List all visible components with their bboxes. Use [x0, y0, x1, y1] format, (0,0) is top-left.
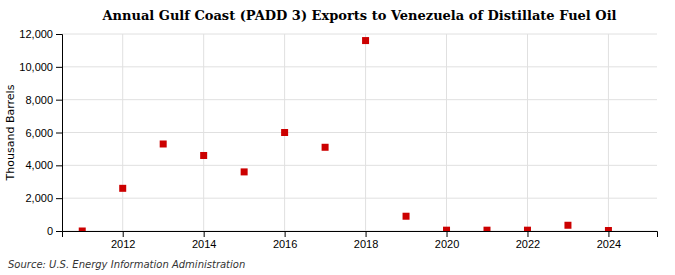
grid-line — [608, 34, 609, 231]
point — [160, 140, 167, 147]
tick: 6,000 — [25, 127, 62, 139]
tick-mark — [56, 198, 62, 199]
point — [322, 144, 329, 151]
axis-line — [56, 35, 63, 232]
tick: 2022 — [516, 231, 540, 250]
grid-line — [62, 165, 657, 166]
tick-mark — [56, 34, 62, 35]
tick-mark — [56, 231, 62, 232]
grid-line — [62, 99, 657, 100]
grid-line — [527, 34, 528, 231]
tick-label: 12,000 — [19, 28, 53, 40]
tick-label: 2022 — [516, 238, 540, 250]
grid-line — [62, 34, 657, 35]
point — [564, 222, 571, 229]
tick: 2,000 — [25, 192, 62, 204]
point — [443, 227, 450, 231]
tick-label: 2014 — [192, 238, 216, 250]
tick: 2012 — [111, 231, 135, 250]
point — [200, 152, 207, 159]
point — [281, 129, 288, 136]
tick: 2018 — [354, 231, 378, 250]
tick-mark — [204, 231, 205, 237]
tick-label: 2016 — [273, 238, 297, 250]
tick: 10,000 — [19, 61, 62, 73]
tick-label: 2024 — [597, 238, 621, 250]
tick: 8,000 — [25, 94, 62, 106]
tick-mark — [123, 231, 124, 237]
tick-mark — [56, 100, 62, 101]
point — [484, 227, 491, 231]
points — [79, 37, 612, 231]
y-axis-title: Thousand Barrels — [4, 84, 17, 181]
title: Annual Gulf Coast (PADD 3) Exports to Ve… — [101, 8, 616, 23]
point — [79, 228, 86, 232]
point — [119, 185, 126, 192]
grid-line — [122, 34, 123, 231]
tick-mark — [366, 231, 367, 237]
y-axis: 0 2,000 4,000 6,000 8,000 10,000 12,000 — [19, 28, 62, 237]
tick: 4,000 — [25, 159, 62, 171]
grid-line — [62, 66, 657, 67]
tick-label: 2012 — [111, 238, 135, 250]
tick-label: 2018 — [354, 238, 378, 250]
chart: 2012 2014 2016 2018 2020 2022 2024 0 2,000 4,000 6… — [0, 0, 675, 275]
tick-mark — [447, 231, 448, 237]
tick-label: 4,000 — [25, 159, 53, 171]
tick-mark — [608, 231, 609, 237]
tick-label: 10,000 — [19, 61, 53, 73]
tick: 2014 — [192, 231, 216, 250]
grid-line — [62, 132, 657, 133]
point — [403, 213, 410, 220]
tick: 2016 — [273, 231, 297, 250]
tick-mark — [285, 231, 286, 237]
tick-mark — [56, 165, 62, 166]
tick: 2020 — [435, 231, 459, 250]
point — [362, 37, 369, 44]
tick: 2024 — [597, 231, 621, 250]
tick-label: 0 — [47, 225, 53, 237]
grid-line — [62, 198, 657, 199]
tick-label: 6,000 — [25, 127, 53, 139]
tick: 0 — [47, 225, 62, 237]
point — [241, 168, 248, 175]
tick-mark — [56, 67, 62, 68]
grid-line — [446, 34, 447, 231]
tick-label: 8,000 — [25, 94, 53, 106]
tick-mark — [527, 231, 528, 237]
point — [524, 227, 531, 231]
grid-line — [203, 34, 204, 231]
tick-label: 2,000 — [25, 192, 53, 204]
grid — [62, 34, 657, 231]
plot-area: 2012 2014 2016 2018 2020 2022 2024 0 2,000 4,000 6… — [19, 28, 657, 250]
point — [605, 227, 612, 231]
tick-mark — [56, 133, 62, 134]
grid-line — [365, 34, 366, 231]
axis-line — [63, 232, 658, 238]
x-axis: 2012 2014 2016 2018 2020 2022 2024 — [63, 231, 658, 250]
source: Source: U.S. Energy Information Administ… — [8, 259, 245, 270]
tick: 12,000 — [19, 28, 62, 40]
tick-label: 2020 — [435, 238, 459, 250]
